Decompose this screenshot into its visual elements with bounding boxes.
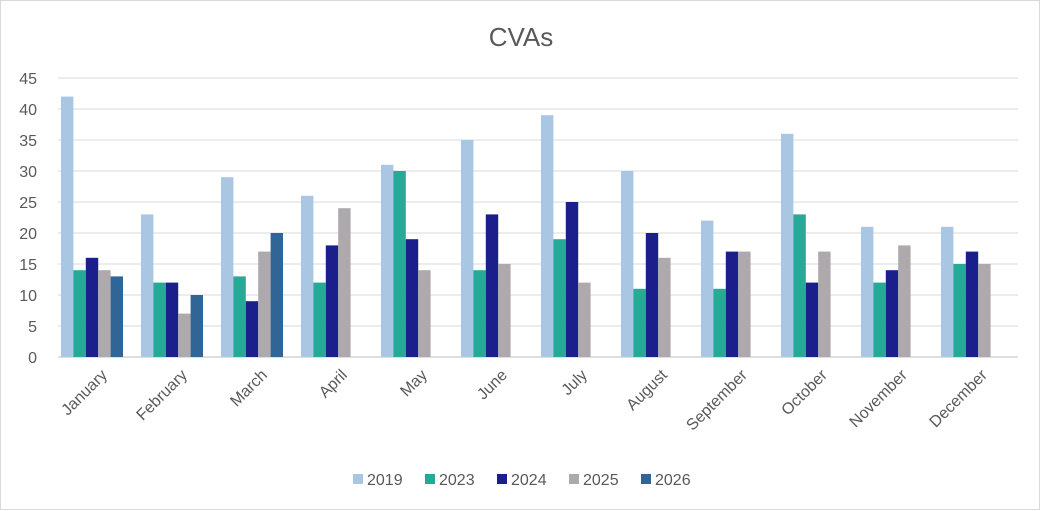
x-tick-label: June <box>474 367 511 404</box>
bar-2019-june <box>461 140 474 357</box>
bar-2019-november <box>861 226 874 357</box>
legend-label: 2026 <box>655 472 691 489</box>
bar-2024-november <box>885 270 899 357</box>
bar-2024-october <box>805 282 819 357</box>
bar-2025-march <box>258 251 271 357</box>
legend-swatch <box>497 474 507 484</box>
y-tick-label: 40 <box>19 102 37 119</box>
bar-2019-december <box>941 226 954 357</box>
bar-2025-august <box>658 257 671 357</box>
bar-2026-march <box>270 233 283 357</box>
bars <box>61 96 991 357</box>
y-tick-label: 25 <box>19 195 37 212</box>
bar-2019-april <box>301 195 314 357</box>
bar-2023-may <box>393 171 406 357</box>
y-tick-label: 15 <box>19 257 37 274</box>
y-tick-label: 30 <box>19 164 37 181</box>
legend-swatch <box>641 474 651 484</box>
bar-2023-july <box>553 239 566 357</box>
bar-2019-february <box>141 214 154 357</box>
x-tick-label: April <box>316 367 351 402</box>
legend-label: 2023 <box>439 472 475 489</box>
bar-2025-june <box>498 264 511 357</box>
bar-2024-december <box>965 251 979 357</box>
bar-2023-june <box>473 270 486 357</box>
bar-2025-september <box>738 251 751 357</box>
bar-2023-august <box>633 288 646 357</box>
x-tick-label: May <box>397 367 430 400</box>
bar-2025-may <box>418 270 431 357</box>
bar-2025-july <box>578 282 591 357</box>
legend-item-2026: 2026 <box>641 472 691 489</box>
bar-2024-july <box>565 202 579 357</box>
legend: 2019 2023 2024 2025 2026 <box>353 472 691 489</box>
bar-2025-november <box>898 245 911 357</box>
y-axis: 0 5 10 15 20 25 30 35 40 45 <box>19 71 37 367</box>
x-tick-label: March <box>227 367 270 410</box>
bar-2019-september <box>701 220 714 357</box>
bar-2024-april <box>325 245 339 357</box>
x-tick-label: November <box>847 366 912 431</box>
legend-label: 2019 <box>367 472 403 489</box>
x-tick-label: September <box>683 366 751 434</box>
x-tick-label: August <box>624 366 672 414</box>
legend-item-2019: 2019 <box>353 472 403 489</box>
y-tick-label: 20 <box>19 226 37 243</box>
y-tick-label: 10 <box>19 288 37 305</box>
bar-2025-january <box>98 270 111 357</box>
bar-2023-september <box>713 288 726 357</box>
bar-2023-january <box>73 270 86 357</box>
bar-2019-august <box>621 171 634 357</box>
bar-2023-march <box>233 276 246 357</box>
bar-2026-january <box>110 276 123 357</box>
x-axis: January February March April May June July Augu… <box>59 366 992 434</box>
y-tick-label: 5 <box>28 319 37 336</box>
x-tick-label: February <box>134 367 191 424</box>
legend-swatch <box>425 474 435 484</box>
bar-2023-october <box>793 214 806 357</box>
x-tick-label: October <box>779 366 832 419</box>
legend-item-2024: 2024 <box>497 472 547 489</box>
bar-2019-may <box>381 164 394 357</box>
bar-2019-march <box>221 177 234 357</box>
chart-title: CVAs <box>489 22 554 52</box>
bar-2019-january <box>61 96 74 357</box>
legend-label: 2024 <box>511 472 547 489</box>
x-tick-label: December <box>927 366 992 431</box>
legend-swatch <box>353 474 363 484</box>
bar-2026-february <box>190 295 203 357</box>
x-tick-label: July <box>559 367 591 399</box>
bar-2025-october <box>818 251 831 357</box>
gridlines <box>58 77 1018 358</box>
bar-2024-september <box>725 251 739 357</box>
legend-label: 2025 <box>583 472 619 489</box>
bar-2023-november <box>873 282 886 357</box>
legend-item-2023: 2023 <box>425 472 475 489</box>
bar-2023-april <box>313 282 326 357</box>
bar-2024-june <box>485 214 499 357</box>
bar-2023-february <box>153 282 166 357</box>
bar-2024-march <box>245 301 259 357</box>
bar-2023-december <box>953 264 966 357</box>
bar-2019-july <box>541 115 554 357</box>
legend-item-2025: 2025 <box>569 472 619 489</box>
x-tick-label: January <box>59 367 111 419</box>
y-tick-label: 45 <box>19 71 37 88</box>
bar-2024-january <box>85 257 99 357</box>
bar-2024-may <box>405 239 419 357</box>
legend-swatch <box>569 474 579 484</box>
y-tick-label: 35 <box>19 133 37 150</box>
bar-2024-february <box>165 282 179 357</box>
bar-2024-august <box>645 233 659 357</box>
y-tick-label: 0 <box>28 350 37 367</box>
bar-2025-february <box>178 313 191 357</box>
bar-2025-december <box>978 264 991 357</box>
bar-2019-october <box>781 133 794 357</box>
bar-2025-april <box>338 208 351 357</box>
